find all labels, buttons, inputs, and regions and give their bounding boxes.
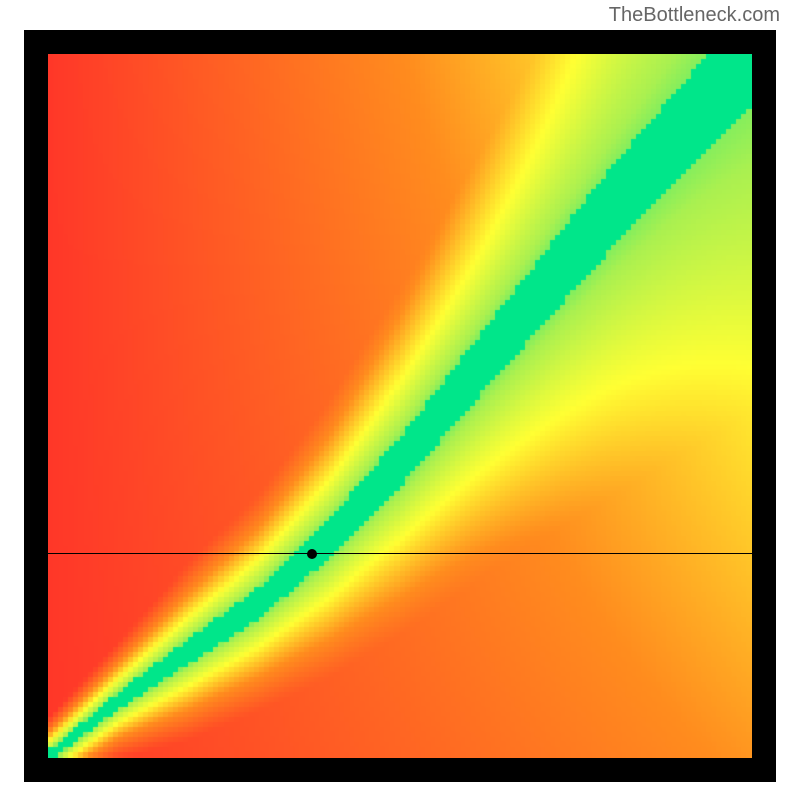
crosshair-marker — [307, 549, 317, 559]
watermark-text: TheBottleneck.com — [609, 4, 780, 27]
chart-plot-area — [48, 54, 752, 758]
chart-container: TheBottleneck.com — [0, 0, 800, 800]
crosshair-horizontal — [48, 553, 752, 554]
heatmap-canvas — [48, 54, 752, 758]
